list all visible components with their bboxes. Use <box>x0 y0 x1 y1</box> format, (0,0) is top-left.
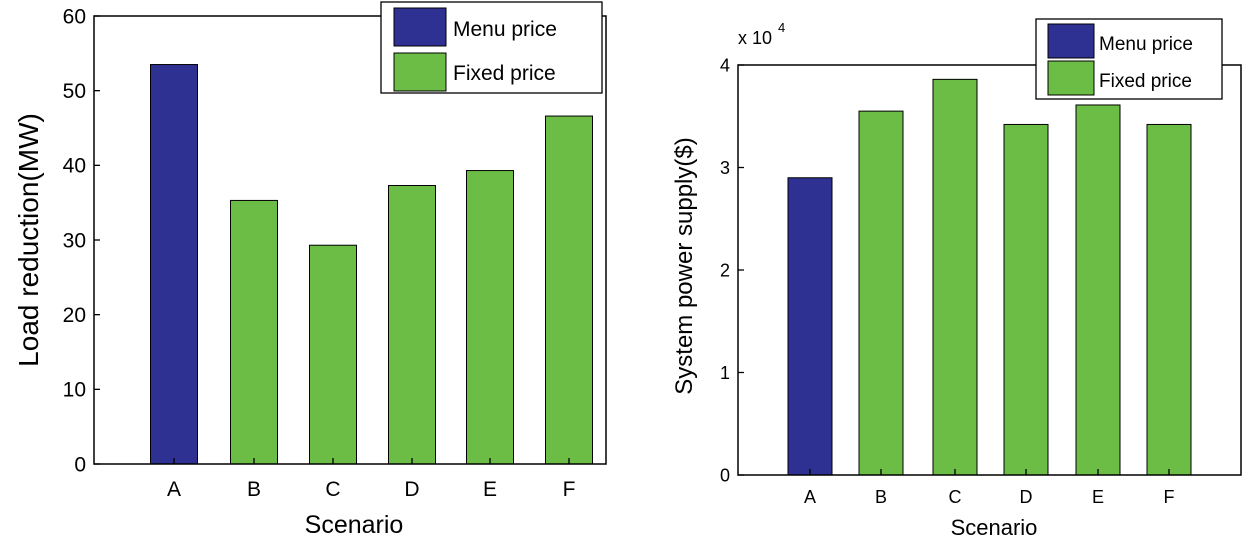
legend-label-fixed-price: Fixed price <box>453 62 556 85</box>
x-tick-label: F <box>1164 487 1175 507</box>
legend: Menu price Fixed price <box>1035 18 1223 100</box>
x-tick-label: D <box>1020 487 1033 507</box>
bar-e <box>1075 104 1121 476</box>
y-tick-label: 4 <box>720 55 730 75</box>
legend-swatch-fixed-price <box>393 52 447 92</box>
y-axis-title: Load reduction(MW) <box>13 113 44 367</box>
legend-swatch-menu-price <box>1047 23 1095 59</box>
bar-d <box>388 184 436 465</box>
legend-swatch-menu-price <box>393 7 447 47</box>
chart-load-reduction: 0 10 20 30 40 50 60 A B C D E F Scenario Load reduc… <box>13 1 607 539</box>
bar-c <box>309 244 357 465</box>
x-tick-label: F <box>563 478 576 501</box>
y-scale-exponent: 4 <box>778 20 785 35</box>
y-tick-label: 20 <box>63 304 86 327</box>
x-tick-label: A <box>167 478 181 501</box>
bars <box>150 64 593 465</box>
legend-label-fixed-price: Fixed price <box>1099 71 1192 92</box>
x-tick-label: C <box>325 478 340 501</box>
bar-e <box>466 170 514 465</box>
y-tick-label: 3 <box>720 158 730 178</box>
bar-c <box>932 78 978 476</box>
bar-d <box>1003 123 1049 476</box>
y-tick-label: 30 <box>63 229 86 252</box>
chart-system-power-supply: 0 1 2 3 4 A B C D E F x 10 4 Scenario System powe… <box>671 18 1242 540</box>
y-tick-label: 2 <box>720 260 730 280</box>
legend-label-menu-price: Menu price <box>1099 34 1193 55</box>
y-tick-label: 50 <box>63 80 86 103</box>
legend-swatch-fixed-price <box>1047 60 1095 96</box>
y-tick-label: 60 <box>63 5 86 28</box>
y-ticks: 0 10 20 30 40 50 60 <box>63 5 100 476</box>
bar-b <box>858 110 904 476</box>
y-tick-label: 40 <box>63 155 86 178</box>
y-axis-title: System power supply($) <box>671 137 698 394</box>
x-ticks: A B C D E F <box>804 469 1175 507</box>
x-tick-label: E <box>483 478 497 501</box>
x-tick-label: E <box>1092 487 1104 507</box>
legend: Menu price Fixed price <box>380 1 603 94</box>
x-ticks: A B C D E F <box>167 458 575 501</box>
x-tick-label: A <box>804 487 816 507</box>
bar-a <box>787 177 833 476</box>
y-tick-label: 0 <box>74 453 86 476</box>
x-tick-label: C <box>949 487 962 507</box>
y-ticks: 0 1 2 3 4 <box>720 55 744 485</box>
y-tick-label: 10 <box>63 379 86 402</box>
x-axis-title: Scenario <box>305 511 404 539</box>
x-tick-label: B <box>247 478 261 501</box>
bar-f <box>545 115 593 465</box>
x-axis-title: Scenario <box>951 515 1038 540</box>
bar-a <box>150 64 198 465</box>
x-tick-label: D <box>404 478 419 501</box>
legend-label-menu-price: Menu price <box>453 18 557 41</box>
bars <box>787 78 1192 476</box>
bar-f <box>1146 123 1192 476</box>
y-tick-label: 1 <box>720 363 730 383</box>
y-scale-label: x 10 <box>738 28 772 48</box>
bar-b <box>230 199 278 465</box>
x-tick-label: B <box>875 487 887 507</box>
y-tick-label: 0 <box>720 465 730 485</box>
